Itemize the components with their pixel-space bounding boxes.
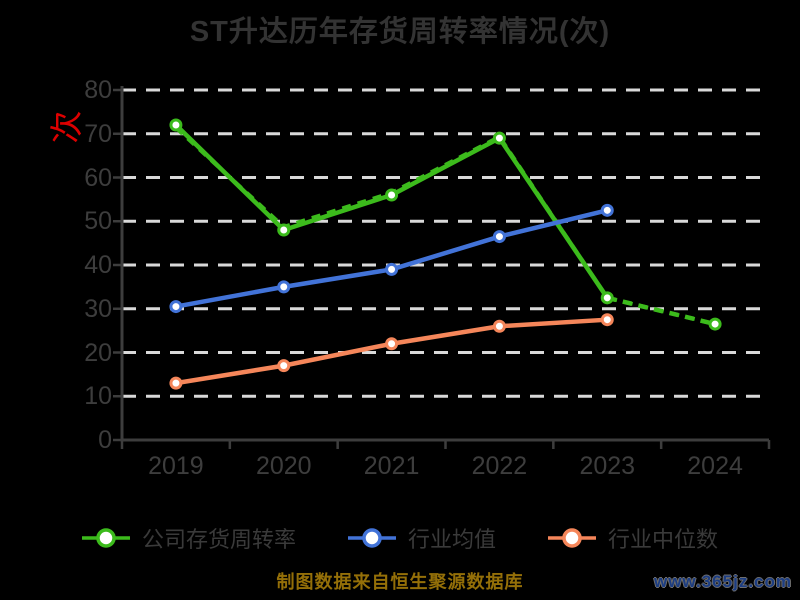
y-tick-label: 40 (84, 251, 112, 279)
data-point-marker (277, 359, 291, 373)
data-point-marker (708, 317, 722, 331)
x-tick-label: 2023 (579, 452, 636, 480)
data-point-marker (600, 313, 614, 327)
data-point-marker (169, 118, 183, 132)
legend-marker-icon (347, 528, 396, 548)
data-point-marker (277, 280, 291, 294)
legend-item: 行业均值 (347, 522, 496, 554)
x-tick-label: 2022 (471, 452, 528, 480)
data-point-marker (600, 291, 614, 305)
legend-marker-icon (81, 528, 130, 548)
data-point-marker (169, 376, 183, 390)
x-tick-label: 2020 (255, 452, 312, 480)
data-point-marker (385, 262, 399, 276)
series-line (173, 208, 610, 309)
y-tick-label: 60 (84, 163, 112, 192)
data-point-marker (385, 188, 399, 202)
x-tick-label: 2024 (687, 452, 743, 480)
chart-title: ST升达历年存货周转率情况(次) (189, 16, 611, 48)
data-point-marker (277, 223, 291, 237)
x-tick-label: 2019 (148, 452, 204, 480)
legend-label: 公司存货周转率 (141, 527, 296, 552)
data-point-marker (492, 131, 506, 145)
legend-marker-icon (548, 528, 596, 548)
data-point-marker (169, 300, 183, 314)
chart-legend: 公司存货周转率 行业均值 行业中位数 (0, 522, 800, 554)
legend-label: 行业中位数 (608, 527, 719, 552)
legend-label: 行业均值 (407, 527, 496, 552)
y-tick-label: 0 (98, 426, 112, 454)
y-tick-label: 70 (84, 119, 112, 148)
source-note: 制图数据来自恒生聚源数据库 (276, 572, 524, 592)
y-tick-label: 20 (84, 338, 112, 367)
data-point-marker (492, 319, 506, 333)
series-line-dashed (174, 126, 716, 327)
data-point-marker (600, 203, 614, 217)
y-tick-label: 30 (84, 294, 112, 323)
watermark: www.365jz.com (653, 572, 792, 591)
y-tick-label: 80 (84, 76, 112, 104)
data-point-marker (385, 337, 399, 351)
data-point-marker (492, 230, 506, 244)
y-tick-label: 10 (84, 382, 112, 411)
y-tick-label: 50 (84, 207, 112, 236)
x-tick-label: 2021 (363, 452, 420, 480)
legend-item: 行业中位数 (548, 522, 718, 554)
legend-item: 公司存货周转率 (81, 522, 296, 554)
